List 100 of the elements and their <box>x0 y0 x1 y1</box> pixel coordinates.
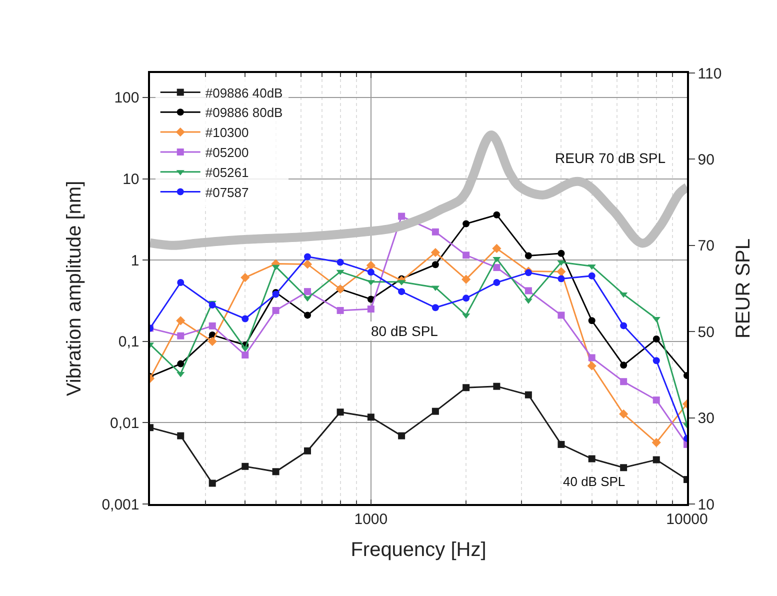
y2-tick-label: 50 <box>698 324 714 341</box>
point <box>462 313 470 319</box>
point <box>524 287 532 294</box>
point <box>208 336 217 346</box>
point <box>177 360 184 368</box>
y-tick-label: 100 <box>114 90 140 107</box>
point <box>652 438 661 448</box>
point <box>462 252 470 259</box>
point <box>366 260 376 270</box>
legend-label: #10300 <box>205 125 249 140</box>
point <box>620 378 628 386</box>
point <box>208 322 216 330</box>
point <box>620 362 628 369</box>
point <box>652 316 660 322</box>
point <box>492 256 501 262</box>
point <box>619 409 628 419</box>
point <box>524 269 532 276</box>
point <box>242 315 249 322</box>
x-tick-label: 1000 <box>354 510 388 528</box>
point <box>398 432 406 440</box>
point <box>588 354 596 362</box>
point <box>208 302 216 309</box>
point <box>652 396 660 404</box>
point <box>304 312 311 319</box>
point <box>177 432 184 440</box>
point <box>272 468 280 476</box>
point <box>493 211 500 218</box>
y-tick-label: 0,1 <box>118 334 140 351</box>
point <box>462 220 470 228</box>
point <box>302 260 312 269</box>
point <box>462 274 471 284</box>
point <box>272 264 280 270</box>
y2-tick-label: 70 <box>698 238 714 255</box>
y2-tick-label: 90 <box>698 151 714 168</box>
y2-axis-title: REUR SPL <box>732 238 755 339</box>
point <box>240 272 250 282</box>
point <box>432 304 439 312</box>
point <box>272 306 280 314</box>
annotation: 80 dB SPL <box>371 323 438 339</box>
annotation: 40 dB SPL <box>563 474 626 489</box>
point <box>558 275 565 282</box>
legend-label: #09886 40dB <box>205 85 283 100</box>
point <box>177 332 184 340</box>
point <box>432 261 439 268</box>
point <box>336 408 344 416</box>
point <box>588 317 596 324</box>
y2-tick-label: 30 <box>698 410 714 428</box>
point <box>367 306 374 313</box>
point <box>524 252 532 260</box>
y-tick-label: 0,001 <box>102 496 140 514</box>
x-axis-title: Frequency [Hz] <box>350 538 486 561</box>
point <box>556 267 566 276</box>
point <box>304 447 311 454</box>
y2-tick-label: 10 <box>698 496 714 514</box>
point <box>336 258 344 266</box>
point <box>176 372 185 378</box>
y-tick-label: 1 <box>130 252 140 270</box>
legend-label: #09886 80dB <box>205 105 283 120</box>
legend-label: #05261 <box>205 164 249 180</box>
point <box>558 440 565 448</box>
point <box>336 270 344 276</box>
point <box>493 264 500 272</box>
x-tick-label: 10000 <box>666 510 708 528</box>
point <box>652 456 660 464</box>
point <box>620 464 628 472</box>
point <box>304 288 311 296</box>
point <box>336 306 344 314</box>
point <box>493 279 500 286</box>
point <box>524 391 532 398</box>
point <box>587 361 596 370</box>
point <box>398 288 406 296</box>
point <box>588 455 596 462</box>
point <box>492 244 502 254</box>
point <box>432 228 439 236</box>
point <box>208 480 216 487</box>
point <box>558 250 565 257</box>
point <box>367 268 374 276</box>
legend-label: #05200 <box>205 145 249 160</box>
point <box>620 322 628 330</box>
y-axis-title: Vibration amplitude [nm] <box>64 180 86 396</box>
point <box>177 279 184 286</box>
point <box>242 462 249 470</box>
point <box>588 264 596 270</box>
point <box>462 294 470 302</box>
point <box>462 384 470 392</box>
point <box>398 212 406 220</box>
point <box>588 272 596 280</box>
legend-label: #07587 <box>205 184 249 200</box>
point <box>432 408 439 415</box>
point <box>367 414 374 421</box>
point <box>304 253 311 260</box>
point <box>652 336 660 342</box>
point <box>242 352 249 359</box>
y2-tick-label: 110 <box>698 65 722 82</box>
point <box>176 316 186 326</box>
y-tick-label: 10 <box>122 171 140 188</box>
point <box>430 248 440 258</box>
annotation: REUR 70 dB SPL <box>555 150 666 166</box>
point <box>652 357 660 364</box>
point <box>558 312 565 319</box>
